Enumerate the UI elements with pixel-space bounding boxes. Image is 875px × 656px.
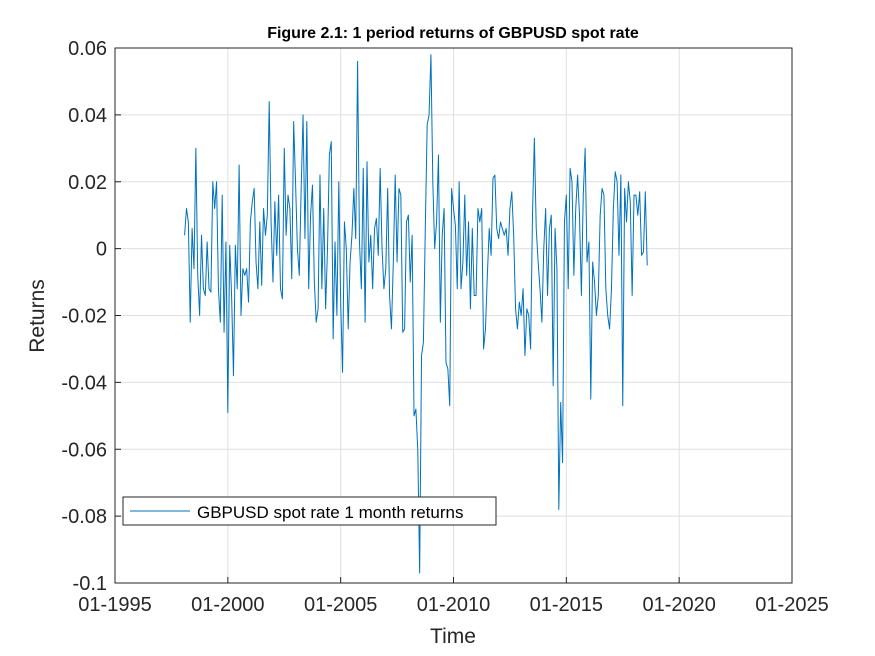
y-tick-label: -0.04: [61, 372, 107, 394]
series-line: [184, 54, 648, 574]
y-tick-label: 0.02: [68, 172, 107, 194]
x-tick-label: 01-2000: [191, 594, 264, 616]
series-group: [184, 54, 648, 574]
ticks: 01-1995 01-2000 01-2005 01-2010 01-2015 01-20…: [61, 38, 828, 616]
y-tick-label: 0.06: [68, 38, 107, 60]
y-tick-label: -0.06: [61, 439, 107, 461]
x-tick-label: 01-2025: [755, 594, 828, 616]
y-tick-label: 0.04: [68, 105, 107, 127]
x-tick-label: 01-2015: [530, 594, 603, 616]
x-tick-label: 01-2020: [642, 594, 715, 616]
y-axis-label: Returns: [26, 279, 49, 353]
chart-title: Figure 2.1: 1 period returns of GBPUSD s…: [267, 25, 639, 42]
y-tick-label: -0.08: [61, 506, 107, 528]
y-tick-label: -0.02: [61, 306, 107, 328]
x-tick-label: 01-2010: [417, 594, 490, 616]
x-tick-label: 01-1995: [78, 594, 151, 616]
legend: GBPUSD spot rate 1 month returns: [122, 496, 497, 526]
y-tick-label: 0: [96, 239, 107, 261]
x-axis-label: Time: [430, 625, 476, 648]
legend-label: GBPUSD spot rate 1 month returns: [197, 503, 463, 522]
y-tick-label: -0.1: [73, 573, 107, 595]
x-tick-label: 01-2005: [304, 594, 377, 616]
